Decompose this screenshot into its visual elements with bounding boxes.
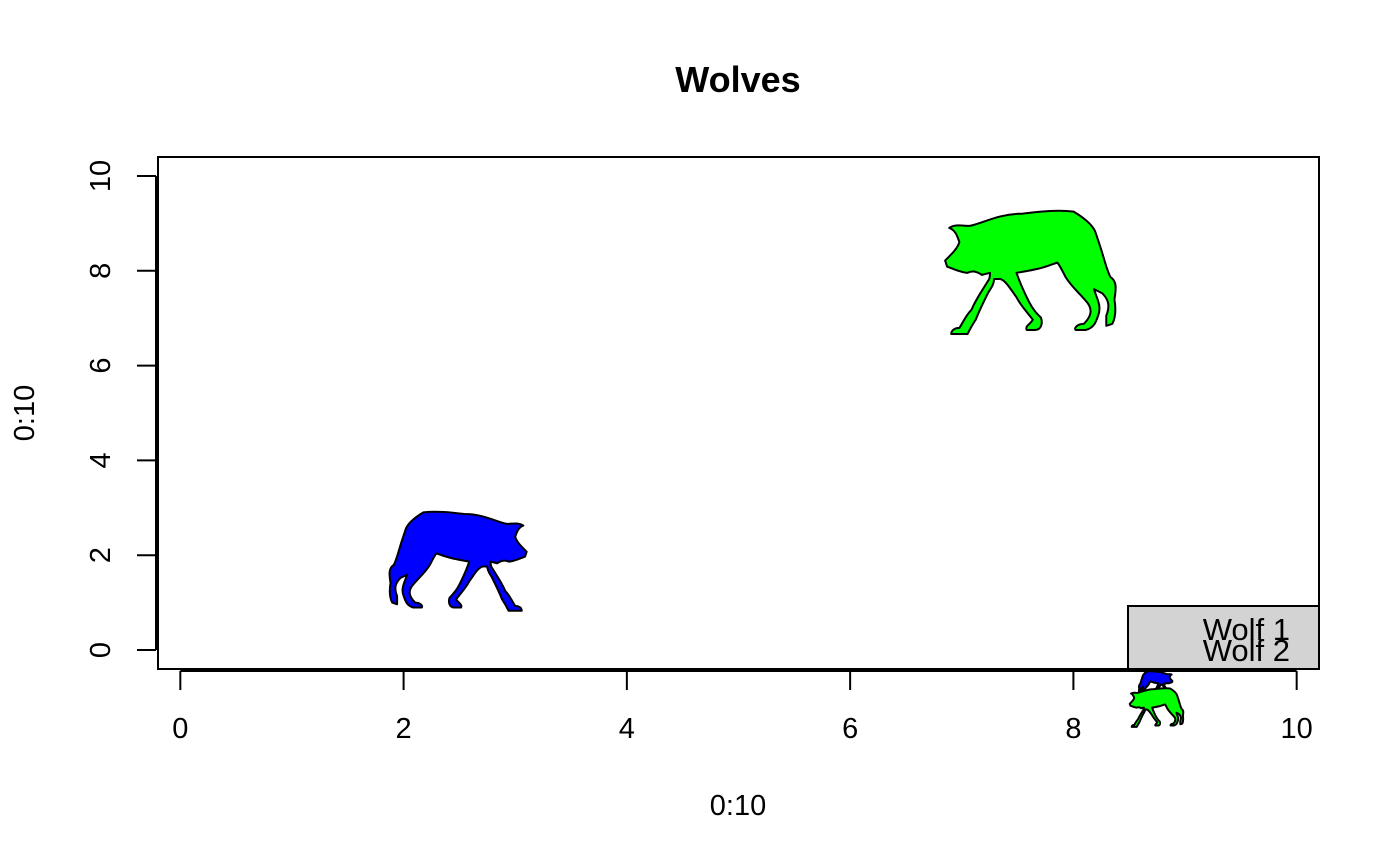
legend-label: Wolf 1 <box>1203 612 1290 647</box>
y-tick-label: 4 <box>85 452 117 468</box>
y-axis-label: 0:10 <box>9 385 41 441</box>
y-tick-label: 2 <box>85 547 117 563</box>
x-tick-label: 0 <box>172 713 188 745</box>
legend-wolf-icon-2 <box>1128 687 1185 728</box>
x-tick-label: 8 <box>1065 713 1081 745</box>
x-tick-label: 6 <box>842 713 858 745</box>
x-tick-label: 10 <box>1281 713 1313 745</box>
legend-label: Wolf 2 <box>1203 633 1290 668</box>
wolf-point-1 <box>388 510 528 612</box>
wolf-point-2 <box>944 209 1117 336</box>
legend-box <box>1127 605 1320 670</box>
y-tick-label: 6 <box>85 358 117 374</box>
y-tick-label: 10 <box>85 160 117 192</box>
plot-area <box>157 156 1320 670</box>
data-points <box>388 209 1117 612</box>
y-tick-label: 0 <box>85 642 117 658</box>
y-tick-label: 8 <box>85 263 117 279</box>
y-axis: 0 2 4 6 8 10 <box>85 160 157 658</box>
x-tick-label: 2 <box>396 713 412 745</box>
x-axis: 0 2 4 6 8 10 <box>172 670 1313 745</box>
x-tick-label: 4 <box>619 713 635 745</box>
x-axis-label: 0:10 <box>710 790 766 822</box>
chart-title: Wolves <box>675 59 800 100</box>
